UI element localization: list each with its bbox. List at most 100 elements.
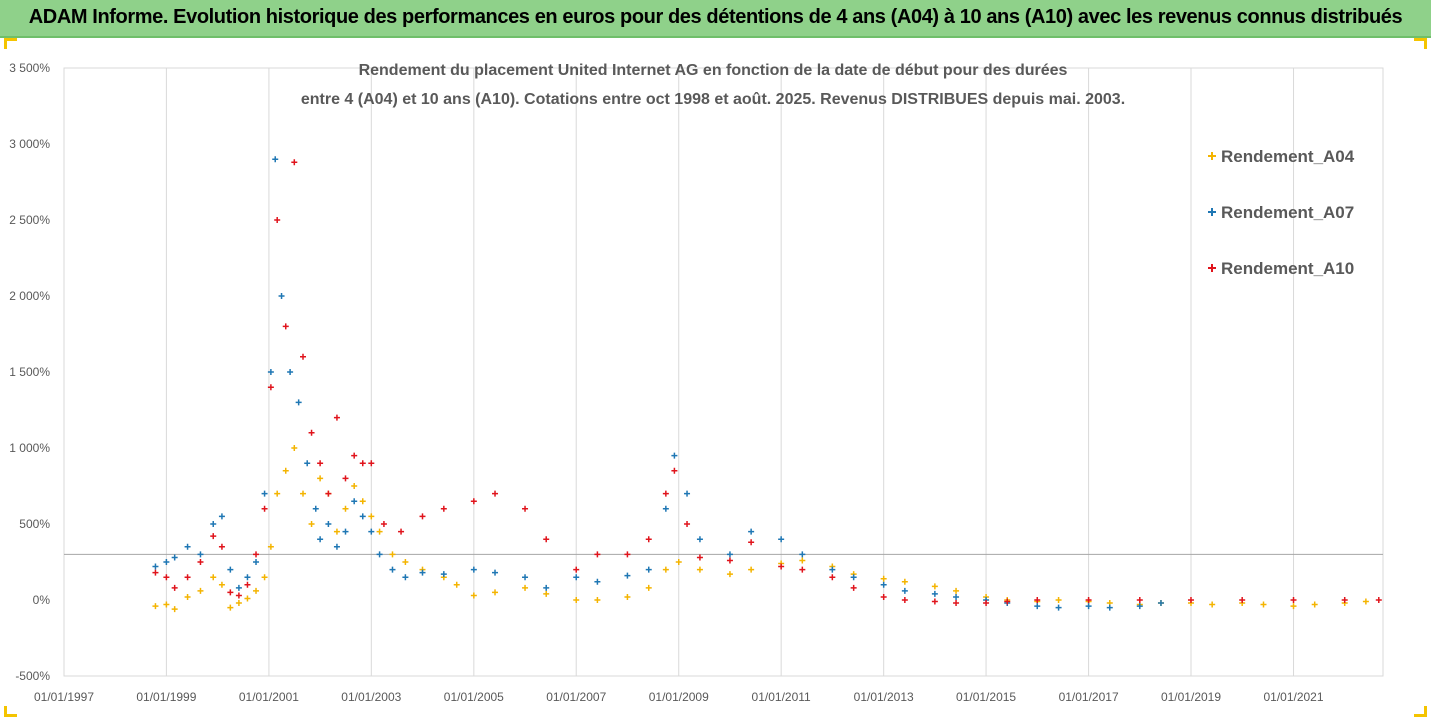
data-point <box>351 498 358 505</box>
data-point <box>931 590 938 597</box>
data-point <box>274 490 281 497</box>
data-point <box>1209 601 1216 608</box>
legend-label: Rendement_A07 <box>1221 203 1354 222</box>
data-point <box>1136 597 1143 603</box>
data-point <box>218 581 225 588</box>
data-point <box>253 587 260 594</box>
data-point <box>850 574 857 581</box>
data-point <box>152 603 159 610</box>
data-point <box>671 467 678 474</box>
data-point <box>171 584 178 591</box>
data-point <box>274 217 281 223</box>
data-point <box>163 559 170 565</box>
data-point <box>901 597 908 603</box>
data-point <box>901 587 908 594</box>
data-point <box>931 583 938 590</box>
data-point <box>1187 597 1194 603</box>
y-tick-label: 1 000% <box>9 441 50 455</box>
data-point <box>244 574 251 581</box>
data-point <box>1341 597 1348 603</box>
data-point <box>398 528 405 535</box>
y-tick-label: 500% <box>19 517 50 531</box>
data-point <box>210 521 217 527</box>
data-point <box>317 536 324 543</box>
data-point <box>376 551 383 558</box>
data-point <box>218 543 225 550</box>
data-point <box>312 505 319 512</box>
series-Rendement_A10 <box>152 159 1382 607</box>
data-point <box>696 554 703 561</box>
data-point <box>748 566 755 573</box>
data-point <box>402 559 409 565</box>
data-point <box>300 353 307 360</box>
data-point <box>470 592 477 599</box>
data-point <box>543 590 550 597</box>
x-tick-label: 01/01/2003 <box>341 690 401 704</box>
data-point <box>419 513 426 520</box>
chart-title-group: Rendement du placement United Internet A… <box>301 62 1125 108</box>
data-point <box>244 595 251 602</box>
data-point <box>253 551 260 558</box>
data-point <box>850 584 857 591</box>
data-point <box>278 293 285 299</box>
data-point <box>645 536 652 543</box>
data-point <box>287 369 294 375</box>
data-point <box>492 589 499 596</box>
data-point <box>184 574 191 581</box>
data-point <box>594 597 601 603</box>
data-point <box>359 513 366 520</box>
data-point <box>317 460 324 467</box>
data-point <box>522 574 529 581</box>
data-point <box>253 559 260 565</box>
data-point <box>440 571 447 578</box>
data-point <box>267 543 274 550</box>
data-point <box>645 584 652 591</box>
data-point <box>931 598 938 605</box>
y-tick-label: -500% <box>15 669 50 683</box>
series-Rendement_A04 <box>152 445 1369 613</box>
y-tick-label: 3 500% <box>9 61 50 75</box>
data-point <box>235 592 242 599</box>
data-point <box>671 452 678 459</box>
data-point <box>880 593 887 600</box>
grid-lines <box>63 67 1384 677</box>
data-point <box>235 584 242 591</box>
data-point <box>235 600 242 607</box>
x-tick-label: 01/01/2007 <box>546 690 606 704</box>
data-point <box>163 601 170 608</box>
y-tick-label: 2 000% <box>9 289 50 303</box>
data-point <box>300 490 307 497</box>
data-point <box>492 569 499 576</box>
data-point <box>901 578 908 585</box>
data-point <box>1085 597 1092 603</box>
data-point <box>184 543 191 550</box>
plot-area-border <box>63 67 1384 677</box>
x-tick-label: 01/01/1999 <box>136 690 196 704</box>
legend-marker <box>1208 208 1216 216</box>
y-tick-label: 0% <box>33 593 51 607</box>
data-point <box>684 521 691 527</box>
chart-title-line-2: entre 4 (A04) et 10 ans (A10). Cotations… <box>301 91 1125 108</box>
data-point <box>261 505 268 512</box>
legend-marker <box>1208 152 1216 160</box>
data-point <box>197 587 204 594</box>
x-tick-label: 01/01/2013 <box>854 690 914 704</box>
data-point <box>282 323 289 330</box>
data-point <box>983 600 990 607</box>
data-point <box>197 559 204 565</box>
data-point <box>696 566 703 573</box>
legend-label: Rendement_A04 <box>1221 147 1355 166</box>
data-point <box>645 566 652 573</box>
corner-bracket-top-left <box>4 38 17 49</box>
data-point <box>376 528 383 535</box>
data-point <box>573 566 580 573</box>
y-tick-label: 2 500% <box>9 213 50 227</box>
axis-labels: 01/01/1997 01/01/1999 01/01/2001 01/01/2003… <box>9 61 1324 704</box>
data-point <box>470 498 477 505</box>
y-tick-label: 3 000% <box>9 137 50 151</box>
data-point <box>163 574 170 581</box>
data-point <box>333 528 340 535</box>
data-point <box>662 505 669 512</box>
data-point <box>261 574 268 581</box>
data-point <box>778 536 785 543</box>
